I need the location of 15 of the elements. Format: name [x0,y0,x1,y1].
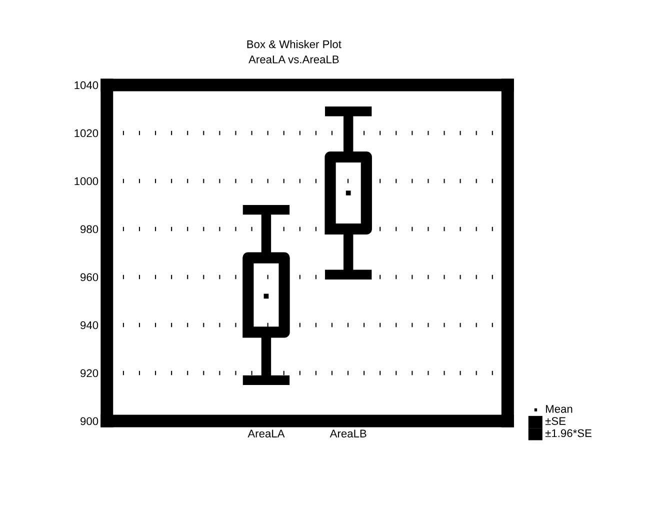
y-tick-label: 1000 [74,177,98,186]
chart-title: Box & Whisker Plot [247,40,342,48]
x-tick-label: AreaLB [330,430,366,438]
y-tick-label: 1020 [74,129,98,138]
chart-subtitle: AreaLA vs.AreaLB [248,56,339,64]
y-tick-label: 920 [80,369,98,378]
text: ±1.96*SE [545,429,592,438]
y-tick-label: 940 [80,321,98,330]
y-tick-label: 1040 [74,81,98,90]
y-tick-label: 900 [80,417,98,426]
x-tick-label: AreaLA [248,430,285,438]
y-tick-label: 960 [80,273,98,282]
y-tick-label: 980 [80,225,98,234]
text: Mean [546,405,572,413]
text: ±SE [545,417,566,425]
